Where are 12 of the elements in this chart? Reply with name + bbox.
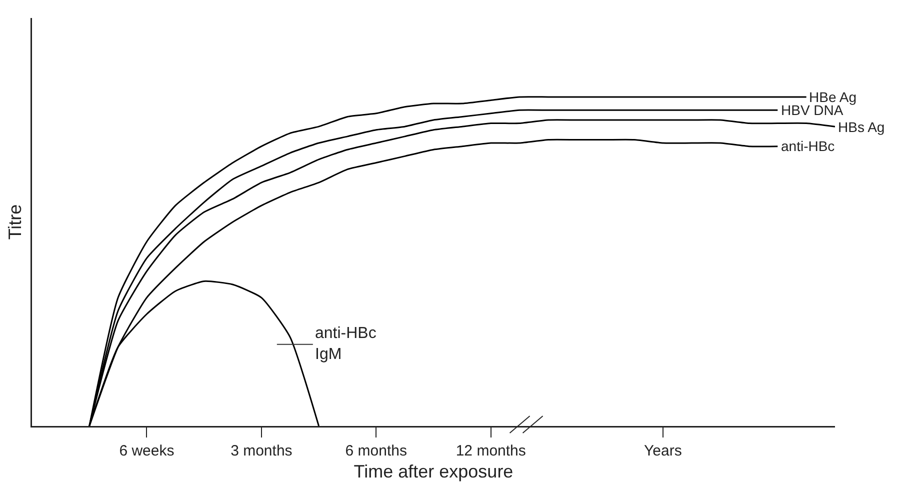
- x-tick-label: 6 months: [345, 442, 407, 460]
- series-label: HBV DNA: [781, 102, 844, 118]
- series-label: anti-HBc: [781, 138, 835, 154]
- x-axis-title: Time after exposure: [354, 461, 514, 482]
- y-axis-title: Titre: [4, 204, 25, 240]
- x-tick-label: Years: [644, 442, 682, 460]
- x-tick-label: 3 months: [230, 442, 292, 460]
- series-label: HBs Ag: [838, 119, 885, 135]
- x-tick-label: 6 weeks: [119, 442, 174, 460]
- annotation: anti-HBc IgM: [315, 325, 376, 363]
- x-tick-label: 12 months: [456, 442, 526, 460]
- series-label: HBe Ag: [809, 89, 856, 105]
